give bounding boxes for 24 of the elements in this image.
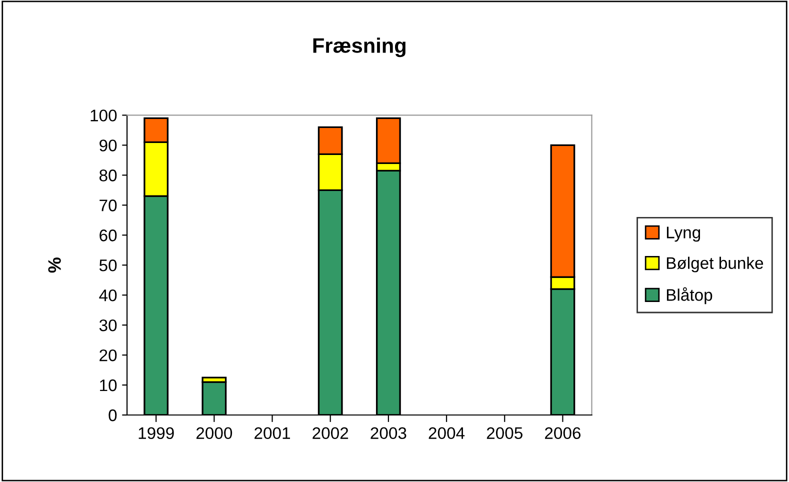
- y-tick-label: 60: [100, 230, 117, 242]
- x-tick-label: 2003: [370, 427, 406, 440]
- y-tick-label: 20: [100, 349, 117, 362]
- x-tick-label: 2004: [428, 427, 465, 440]
- y-tick-label: 40: [99, 289, 117, 302]
- y-tick-label: 50: [99, 260, 117, 272]
- legend-label: Lyng: [666, 226, 700, 242]
- x-tick-label: 2002: [312, 427, 348, 440]
- legend-label: Bølget bunke: [666, 256, 764, 272]
- y-axis-title: %: [48, 258, 61, 273]
- y-tick-label: 0: [108, 409, 117, 422]
- x-tick-label: 2006: [545, 427, 581, 440]
- y-tick-label: 100: [90, 110, 117, 122]
- y-tick-label: 90: [100, 140, 117, 152]
- y-tick-label: 70: [100, 200, 117, 212]
- y-tick-label: 30: [99, 319, 117, 332]
- x-tick-label: 2005: [486, 427, 522, 440]
- x-tick-label: 2001: [254, 427, 290, 440]
- x-tick-label: 1999: [138, 427, 174, 440]
- x-tick-label: 2000: [196, 427, 232, 440]
- chart-title: Fræsning: [313, 38, 406, 58]
- y-tick-label: 80: [99, 170, 117, 182]
- legend-label: Blåtop: [666, 287, 712, 304]
- y-tick-label: 10: [100, 379, 117, 392]
